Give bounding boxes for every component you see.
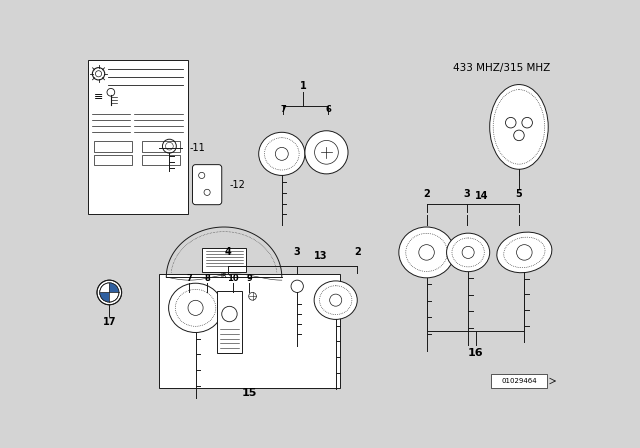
Text: 3: 3 <box>463 189 470 199</box>
Text: 3: 3 <box>294 247 301 258</box>
Ellipse shape <box>447 233 490 271</box>
Wedge shape <box>109 283 119 293</box>
Ellipse shape <box>497 232 552 273</box>
Bar <box>217 291 242 353</box>
Ellipse shape <box>168 283 223 332</box>
Text: -11: -11 <box>189 143 205 153</box>
Text: 13: 13 <box>314 250 327 260</box>
Text: 433 MHZ/315 MHZ: 433 MHZ/315 MHZ <box>452 63 550 73</box>
Text: IR: IR <box>221 272 227 279</box>
Text: 1: 1 <box>300 81 307 91</box>
Text: ≡: ≡ <box>94 92 103 102</box>
Wedge shape <box>100 293 109 302</box>
Text: 2: 2 <box>354 247 360 258</box>
Text: 6: 6 <box>325 105 331 114</box>
Text: 7: 7 <box>186 274 192 283</box>
Text: -12: -12 <box>230 180 245 190</box>
Ellipse shape <box>314 281 357 319</box>
Ellipse shape <box>259 132 305 176</box>
Ellipse shape <box>399 227 454 278</box>
Ellipse shape <box>490 85 548 169</box>
Text: 9: 9 <box>246 274 252 283</box>
Bar <box>88 60 188 214</box>
Bar <box>202 248 246 272</box>
Text: 16: 16 <box>468 348 484 358</box>
Bar <box>141 155 180 165</box>
Text: 01029464: 01029464 <box>501 378 537 384</box>
Bar <box>94 155 132 165</box>
Bar <box>492 374 547 388</box>
Text: 14: 14 <box>476 191 489 201</box>
Text: 8: 8 <box>204 274 210 283</box>
Text: 15: 15 <box>242 388 257 397</box>
Circle shape <box>305 131 348 174</box>
Text: 2: 2 <box>423 189 430 199</box>
Text: 5: 5 <box>516 189 522 199</box>
Bar <box>159 274 340 388</box>
FancyBboxPatch shape <box>193 165 221 205</box>
Text: 4: 4 <box>225 247 231 258</box>
Bar <box>141 141 180 151</box>
Circle shape <box>97 280 122 305</box>
Bar <box>94 141 132 151</box>
Text: 7: 7 <box>280 105 286 114</box>
Text: 17: 17 <box>102 317 116 327</box>
Text: 10: 10 <box>227 274 239 283</box>
